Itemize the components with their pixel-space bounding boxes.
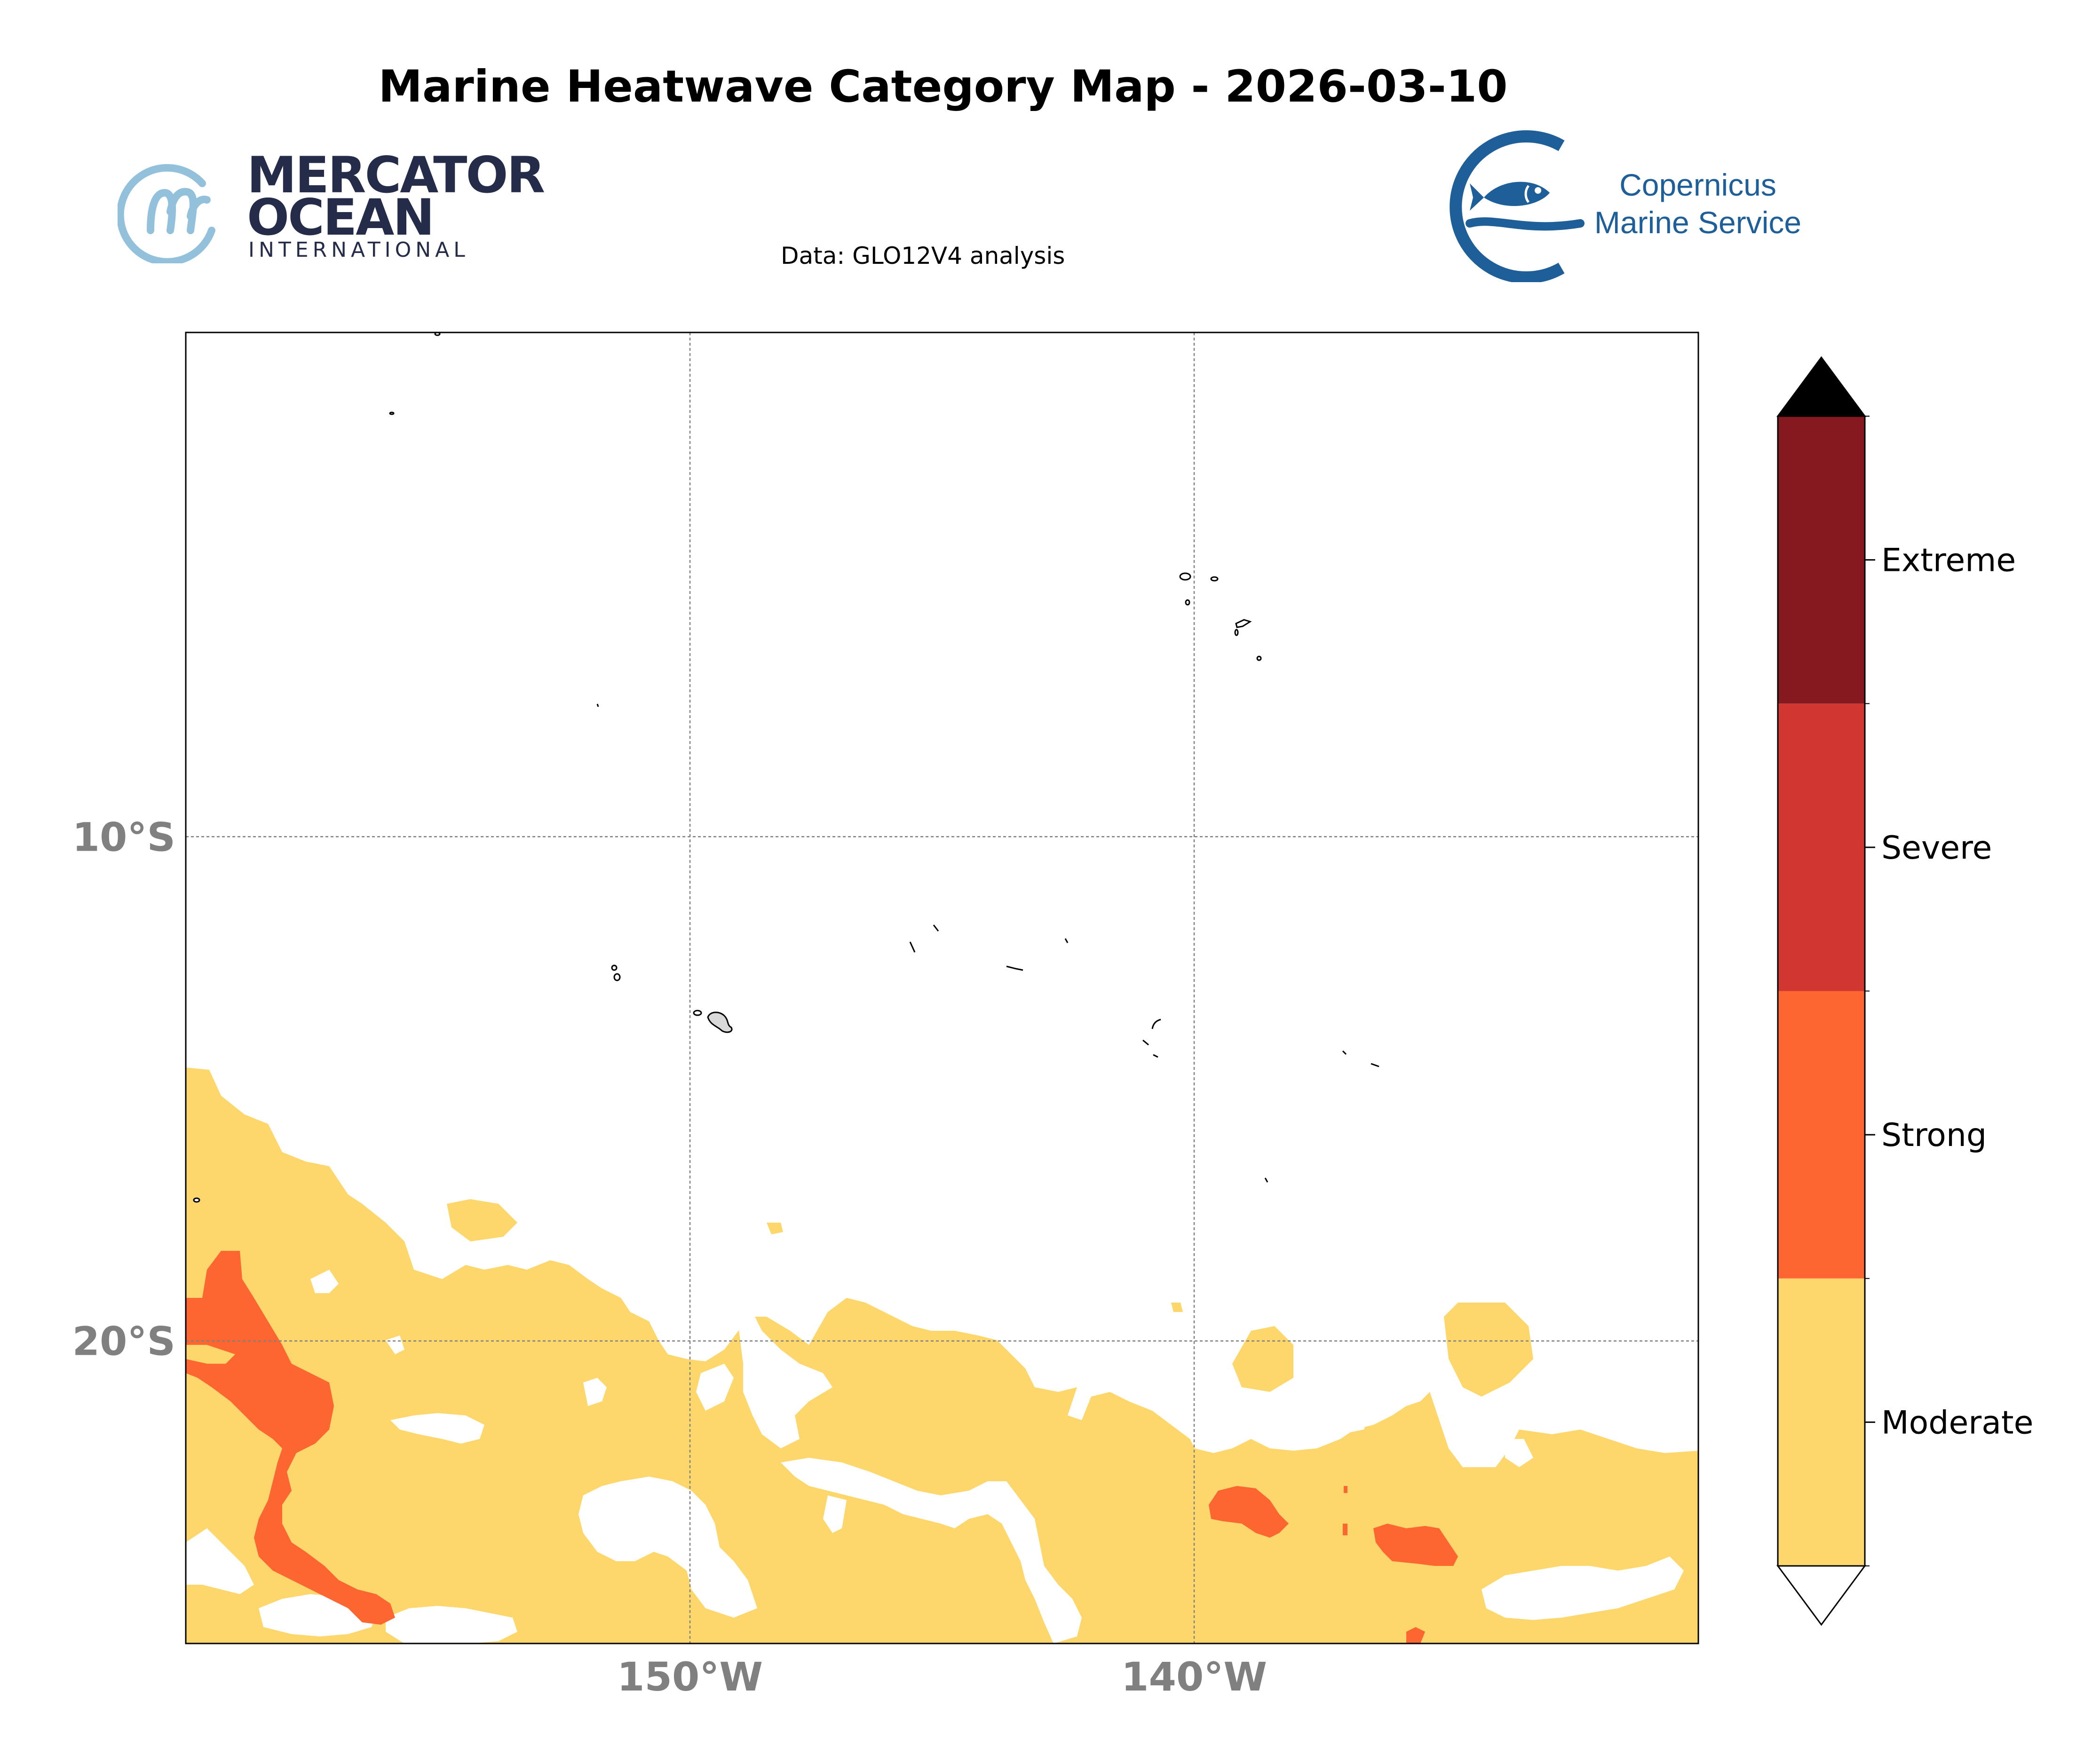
colorbar-label: Strong bbox=[1881, 1117, 1987, 1154]
colorbar-segment-strong bbox=[1778, 991, 1865, 1279]
moderate-patch bbox=[767, 1223, 783, 1234]
colorbar-segment-moderate bbox=[1778, 1278, 1865, 1566]
heatwave-fields bbox=[186, 1067, 1698, 1643]
map-title: Marine Heatwave Category Map - 2026-03-1… bbox=[378, 61, 1508, 112]
moderate-patch bbox=[1232, 1326, 1293, 1392]
colorbar: Moderate Strong Severe Extreme bbox=[1776, 356, 2033, 1626]
mercator-line2: OCEAN bbox=[247, 189, 435, 246]
longitude-tick-label: 140°W bbox=[1121, 1654, 1267, 1700]
longitude-tick-label: 150°W bbox=[617, 1654, 763, 1700]
moderate-region bbox=[186, 1067, 1698, 1643]
colorbar-frame bbox=[1777, 415, 1866, 1567]
longitude-labels: 150°W 140°W bbox=[617, 1654, 1267, 1700]
moderate-patch bbox=[1444, 1303, 1533, 1397]
map-frame bbox=[185, 332, 1699, 1644]
colorbar-label: Severe bbox=[1881, 830, 1992, 867]
moderate-patch bbox=[1171, 1303, 1183, 1312]
latitude-tick-label: 20°S bbox=[72, 1319, 175, 1365]
strong-regions bbox=[186, 1251, 1458, 1643]
mercator-line1: MERCATOR bbox=[247, 146, 545, 204]
no-heatwave-holes bbox=[186, 1270, 1684, 1643]
mercator-ocean-logo: MERCATOR OCEAN INTERNATIONAL bbox=[118, 141, 545, 268]
strong-region-west bbox=[186, 1251, 395, 1625]
latitude-tick-label: 10°S bbox=[72, 814, 175, 860]
strong-region-east-2 bbox=[1373, 1524, 1458, 1566]
colorbar-label: Moderate bbox=[1881, 1404, 2033, 1441]
colorbar-extend-min bbox=[1776, 1565, 1866, 1626]
island-outlines bbox=[193, 332, 1379, 1203]
copernicus-fish-icon bbox=[1450, 130, 1585, 282]
latitude-labels: 10°S 20°S bbox=[72, 814, 175, 1364]
gridlines bbox=[186, 332, 1698, 1643]
colorbar-segment-severe bbox=[1778, 703, 1865, 991]
copernicus-line1: Copernicus bbox=[1619, 167, 1776, 202]
colorbar-segment-extreme bbox=[1778, 416, 1865, 704]
moderate-patch bbox=[447, 1199, 517, 1241]
mercator-line3: INTERNATIONAL bbox=[248, 238, 469, 262]
strong-region-east-1 bbox=[1209, 1486, 1289, 1538]
copernicus-line2: Marine Service bbox=[1594, 205, 1802, 240]
island bbox=[1179, 572, 1191, 581]
data-source-label: Data: GLO12V4 analysis bbox=[781, 242, 1065, 269]
copernicus-marine-logo: Copernicus Marine Service bbox=[1439, 127, 1839, 282]
mercator-m-icon bbox=[118, 164, 215, 263]
colorbar-label: Extreme bbox=[1881, 542, 2016, 579]
colorbar-extend-max bbox=[1776, 356, 1866, 417]
